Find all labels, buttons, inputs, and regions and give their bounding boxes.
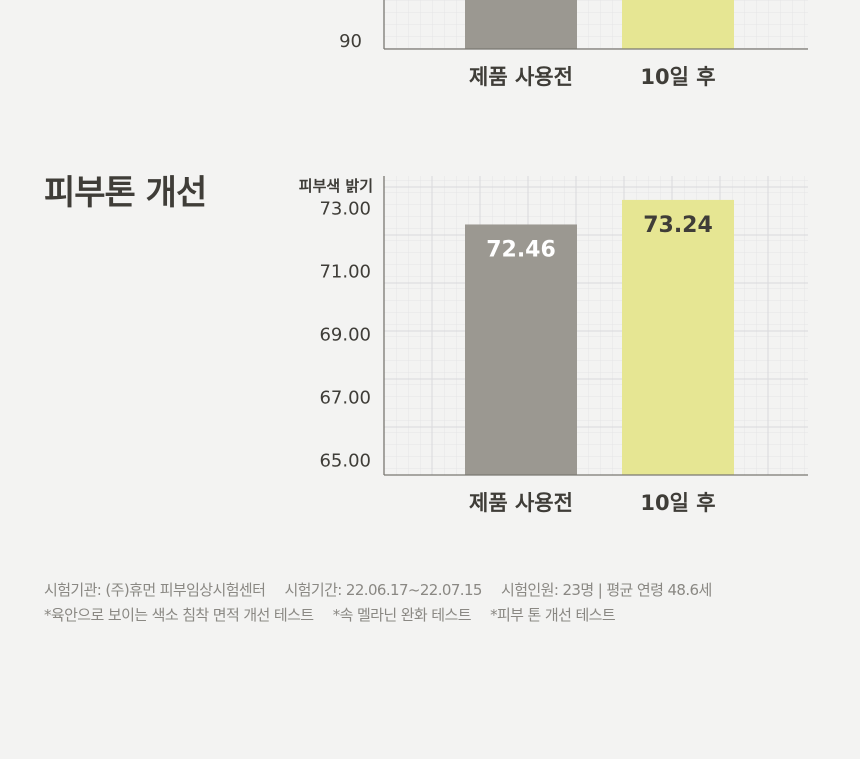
- test-item: *피부 톤 개선 테스트: [490, 606, 616, 624]
- y-tick-label: 73.00: [319, 198, 371, 219]
- test-item: *육안으로 보이는 색소 침착 면적 개선 테스트: [44, 606, 314, 624]
- test-list-line: *육안으로 보이는 색소 침착 면적 개선 테스트 *속 멜라닌 완화 테스트 …: [44, 603, 844, 628]
- y-tick-label: 67.00: [319, 387, 371, 408]
- bar-after: [622, 199, 734, 476]
- value-label: 72.46: [486, 237, 556, 262]
- y-ticks: 65.00 67.00 69.00 71.00 73.00: [319, 198, 371, 471]
- y-tick-label: 69.00: [319, 324, 371, 345]
- footer-notes: 시험기관: (주)휴먼 피부임상시험센터 시험기간: 22.06.17~22.0…: [44, 578, 844, 628]
- x-label-after: 10일 후: [640, 491, 715, 515]
- y-tick-label: 65.00: [319, 450, 371, 471]
- test-institution: 시험기관: (주)휴먼 피부임상시험센터: [44, 581, 266, 599]
- test-info-line: 시험기관: (주)휴먼 피부임상시험센터 시험기간: 22.06.17~22.0…: [44, 578, 844, 603]
- top-bar-before: [465, 0, 577, 49]
- top-bar-after: [622, 0, 734, 49]
- test-participants: 시험인원: 23명 | 평균 연령 48.6세: [501, 581, 712, 599]
- y-tick-label: 71.00: [319, 261, 371, 282]
- x-label-before: 제품 사용전: [469, 491, 573, 515]
- top-chart: 90 제품 사용전 10일 후: [339, 0, 808, 89]
- bar-before: [465, 224, 577, 475]
- value-labels: 72.46 73.24: [486, 213, 713, 263]
- chart-grid-minor: [384, 176, 808, 475]
- top-x-label-after: 10일 후: [640, 65, 715, 89]
- bars: [465, 199, 734, 476]
- test-item: *속 멜라닌 완화 테스트: [332, 606, 472, 624]
- y-axis-title: 피부색 밝기: [299, 177, 373, 195]
- section-title: 피부톤 개선: [44, 173, 206, 213]
- top-y-tick-label: 90: [339, 31, 362, 52]
- skin-tone-chart: 피부톤 개선 피부색 밝기 72.46 73.24 65.00 67.00 69.00…: [44, 173, 808, 515]
- top-x-label-before: 제품 사용전: [469, 65, 573, 89]
- test-period: 시험기간: 22.06.17~22.07.15: [284, 581, 482, 599]
- value-label: 73.24: [643, 213, 713, 238]
- top-chart-grid: [384, 0, 808, 49]
